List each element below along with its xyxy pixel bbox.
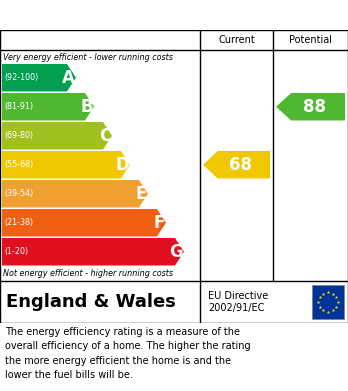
Text: Potential: Potential [289,35,332,45]
Text: G: G [169,243,183,261]
Text: C: C [99,127,111,145]
Text: (55-68): (55-68) [4,160,33,169]
Polygon shape [2,180,148,208]
Text: 2002/91/EC: 2002/91/EC [208,303,264,313]
Polygon shape [2,122,112,149]
Text: Current: Current [218,35,255,45]
Text: The energy efficiency rating is a measure of the
overall efficiency of a home. T: The energy efficiency rating is a measur… [5,327,251,380]
Text: England & Wales: England & Wales [6,293,176,311]
Text: D: D [115,156,129,174]
Text: (1-20): (1-20) [4,247,28,256]
Text: (69-80): (69-80) [4,131,33,140]
Polygon shape [276,93,345,120]
Text: EU Directive: EU Directive [208,291,268,301]
Text: Energy Efficiency Rating: Energy Efficiency Rating [69,7,279,23]
Text: (81-91): (81-91) [4,102,33,111]
Text: (92-100): (92-100) [4,73,38,82]
Text: B: B [80,98,93,116]
Text: F: F [153,214,165,232]
Text: E: E [136,185,147,203]
Text: A: A [62,69,75,87]
Polygon shape [2,151,130,179]
Text: (39-54): (39-54) [4,189,33,198]
Polygon shape [2,64,76,91]
Text: Not energy efficient - higher running costs: Not energy efficient - higher running co… [3,269,173,278]
Text: (21-38): (21-38) [4,218,33,227]
Polygon shape [203,151,270,179]
Polygon shape [2,238,184,265]
Text: Very energy efficient - lower running costs: Very energy efficient - lower running co… [3,52,173,61]
Text: 88: 88 [303,98,326,116]
Polygon shape [2,93,94,120]
Text: 68: 68 [229,156,252,174]
Polygon shape [2,209,166,237]
Bar [312,285,344,319]
